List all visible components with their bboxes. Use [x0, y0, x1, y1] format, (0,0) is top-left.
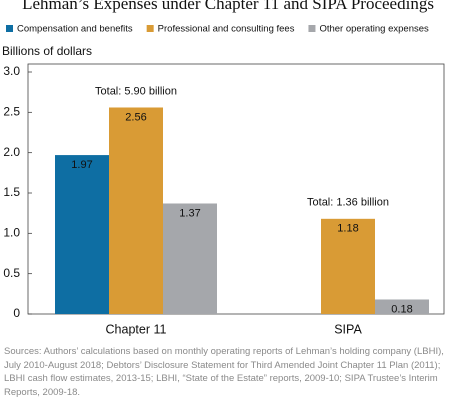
legend-label: Other operating expenses: [319, 24, 429, 35]
value-label: 1.97: [71, 159, 92, 171]
chart: Lehman’s Expenses under Chapter 11 and S…: [2, 0, 445, 336]
value-label: 0.18: [391, 303, 412, 315]
bar: [109, 107, 163, 314]
source-note: Sources: Authors’ calculations based on …: [4, 346, 444, 398]
y-tick-label: 0: [13, 306, 20, 320]
y-tick-label: 1.5: [3, 185, 20, 199]
x-tick-label: SIPA: [334, 322, 362, 336]
value-label: 2.56: [125, 111, 146, 123]
bar: [55, 155, 109, 314]
y-tick-label: 2.0: [3, 145, 20, 159]
chart-title: Lehman’s Expenses under Chapter 11 and S…: [22, 0, 434, 13]
y-tick-label: 2.5: [3, 105, 20, 119]
x-tick-label: Chapter 11: [106, 322, 167, 336]
value-label: 1.37: [179, 207, 200, 219]
total-annotation: Total: 1.36 billion: [307, 197, 389, 209]
total-annotation: Total: 5.90 billion: [95, 85, 177, 97]
legend-label: Professional and consulting fees: [158, 24, 295, 35]
legend-label: Compensation and benefits: [17, 24, 133, 35]
legend-swatch: [308, 25, 316, 32]
value-label: 1.18: [337, 223, 358, 235]
y-tick-label: 1.0: [3, 226, 20, 240]
y-tick-label: 0.5: [3, 266, 20, 280]
bar: [163, 203, 217, 314]
legend-swatch: [146, 25, 154, 32]
plot-frame: [27, 63, 445, 315]
legend-swatch: [6, 25, 13, 32]
y-axis-label: Billions of dollars: [2, 44, 92, 58]
bar: [321, 218, 375, 314]
bar: [375, 299, 429, 314]
y-tick-label: 3.0: [3, 64, 20, 78]
